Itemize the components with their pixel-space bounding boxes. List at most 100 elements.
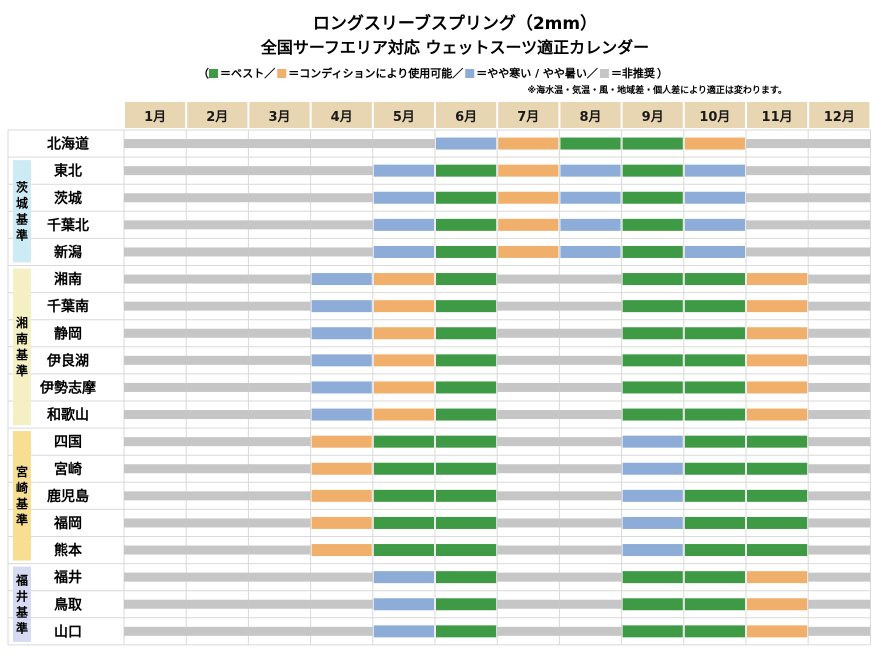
cell-no: [497, 410, 560, 420]
month-label: 1月: [144, 110, 166, 125]
cell-ok: [747, 273, 808, 286]
month-header-cell: [125, 102, 186, 128]
month-header-cell: [311, 102, 372, 128]
month-label: 12月: [824, 110, 855, 125]
cell-no: [372, 139, 435, 149]
region-label: 鳥取: [54, 596, 83, 613]
cell-ok: [747, 381, 808, 394]
cell-edge: [311, 354, 372, 367]
cell-ok: [747, 598, 808, 611]
cell-no: [124, 518, 187, 528]
cell-best: [622, 327, 683, 340]
legend-swatch-ok: [277, 69, 287, 78]
cell-ok: [747, 300, 808, 313]
cell-no: [124, 545, 187, 555]
cell-no: [808, 355, 871, 365]
table-row: 伊勢志摩: [39, 379, 871, 396]
cell-no: [248, 410, 311, 420]
cell-no: [808, 382, 871, 392]
cell-no: [497, 274, 560, 284]
cell-no: [497, 328, 560, 338]
cell-no: [746, 220, 809, 230]
cell-no: [746, 193, 809, 203]
cell-no: [497, 626, 560, 636]
cell-no: [808, 193, 871, 203]
month-label: 5月: [393, 110, 415, 125]
month-header-cell: [747, 102, 808, 128]
table-row: 鳥取: [54, 596, 871, 613]
cell-best: [436, 571, 497, 584]
cell-best: [622, 381, 683, 394]
cell-no: [559, 491, 622, 501]
cell-best: [684, 408, 745, 421]
cell-no: [248, 274, 311, 284]
month-label: 7月: [517, 110, 539, 125]
cell-no: [310, 247, 373, 257]
cell-ok: [373, 408, 434, 421]
cell-ok: [311, 435, 372, 448]
month-label: 2月: [206, 110, 228, 125]
table-row: 福岡: [53, 515, 871, 532]
cell-no: [808, 626, 871, 636]
cell-no: [124, 382, 187, 392]
cell-best: [622, 137, 683, 150]
cell-best: [560, 137, 621, 150]
table-row: 千葉北: [47, 217, 871, 234]
cell-best: [684, 327, 745, 340]
cell-best: [747, 462, 808, 475]
chart-subtitle: 全国サーフエリア対応 ウェットスーツ適正カレンダー: [260, 38, 649, 57]
cell-best: [747, 516, 808, 529]
cell-no: [124, 166, 187, 176]
month-header-cell: [249, 102, 310, 128]
group-label-bar: [13, 268, 31, 426]
cell-edge: [373, 191, 434, 204]
cell-ok: [498, 164, 559, 177]
month-header-cell: [187, 102, 248, 128]
cell-best: [747, 489, 808, 502]
cell-best: [622, 625, 683, 638]
cell-no: [310, 220, 373, 230]
month-header-cell: [622, 102, 683, 128]
cell-ok: [311, 462, 372, 475]
cell-best: [684, 435, 745, 448]
cell-best: [436, 435, 497, 448]
cell-no: [186, 626, 249, 636]
cell-no: [186, 328, 249, 338]
cell-edge: [622, 489, 683, 502]
cell-best: [684, 598, 745, 611]
cell-no: [248, 626, 311, 636]
table-row: 和歌山: [47, 407, 871, 424]
cell-no: [559, 545, 622, 555]
cell-no: [124, 247, 187, 257]
cell-edge: [373, 164, 434, 177]
region-label: 静岡: [54, 325, 82, 342]
region-label: 千葉北: [47, 217, 89, 234]
cell-no: [186, 545, 249, 555]
cell-no: [808, 328, 871, 338]
cell-no: [186, 301, 249, 311]
region-label: 東北: [54, 163, 82, 180]
cell-best: [436, 191, 497, 204]
region-label: 四国: [54, 435, 82, 451]
month-label: 6月: [455, 110, 477, 125]
cell-no: [746, 247, 809, 257]
month-label: 8月: [579, 110, 601, 125]
legend-label-edge: ＝やや寒い / やや暑い／: [476, 66, 598, 80]
cell-best: [622, 164, 683, 177]
region-label: 新潟: [54, 244, 82, 261]
cell-best: [622, 191, 683, 204]
table-row: 北海道: [47, 136, 871, 153]
cell-ok: [311, 489, 372, 502]
legend-label-ok: ＝コンディションにより使用可能／: [288, 66, 463, 80]
month-label: 3月: [268, 110, 290, 125]
cell-best: [684, 516, 745, 529]
cell-ok: [373, 327, 434, 340]
cell-best: [747, 435, 808, 448]
cell-no: [186, 599, 249, 609]
cell-no: [559, 382, 622, 392]
region-label: 和歌山: [47, 407, 89, 424]
cell-edge: [373, 598, 434, 611]
cell-edge: [373, 571, 434, 584]
cell-no: [497, 301, 560, 311]
table-row: 湘南: [54, 271, 871, 288]
